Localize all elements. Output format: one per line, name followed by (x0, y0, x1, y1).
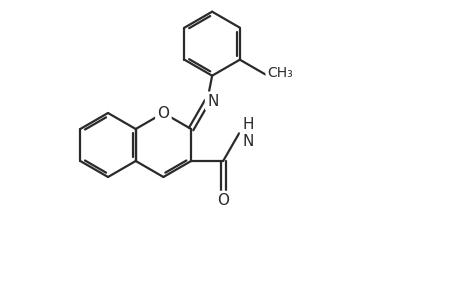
Text: O: O (157, 106, 169, 121)
Text: CH₃: CH₃ (267, 66, 293, 80)
Text: O: O (217, 193, 229, 208)
Text: N: N (207, 94, 218, 109)
Text: H
N: H N (241, 117, 253, 149)
